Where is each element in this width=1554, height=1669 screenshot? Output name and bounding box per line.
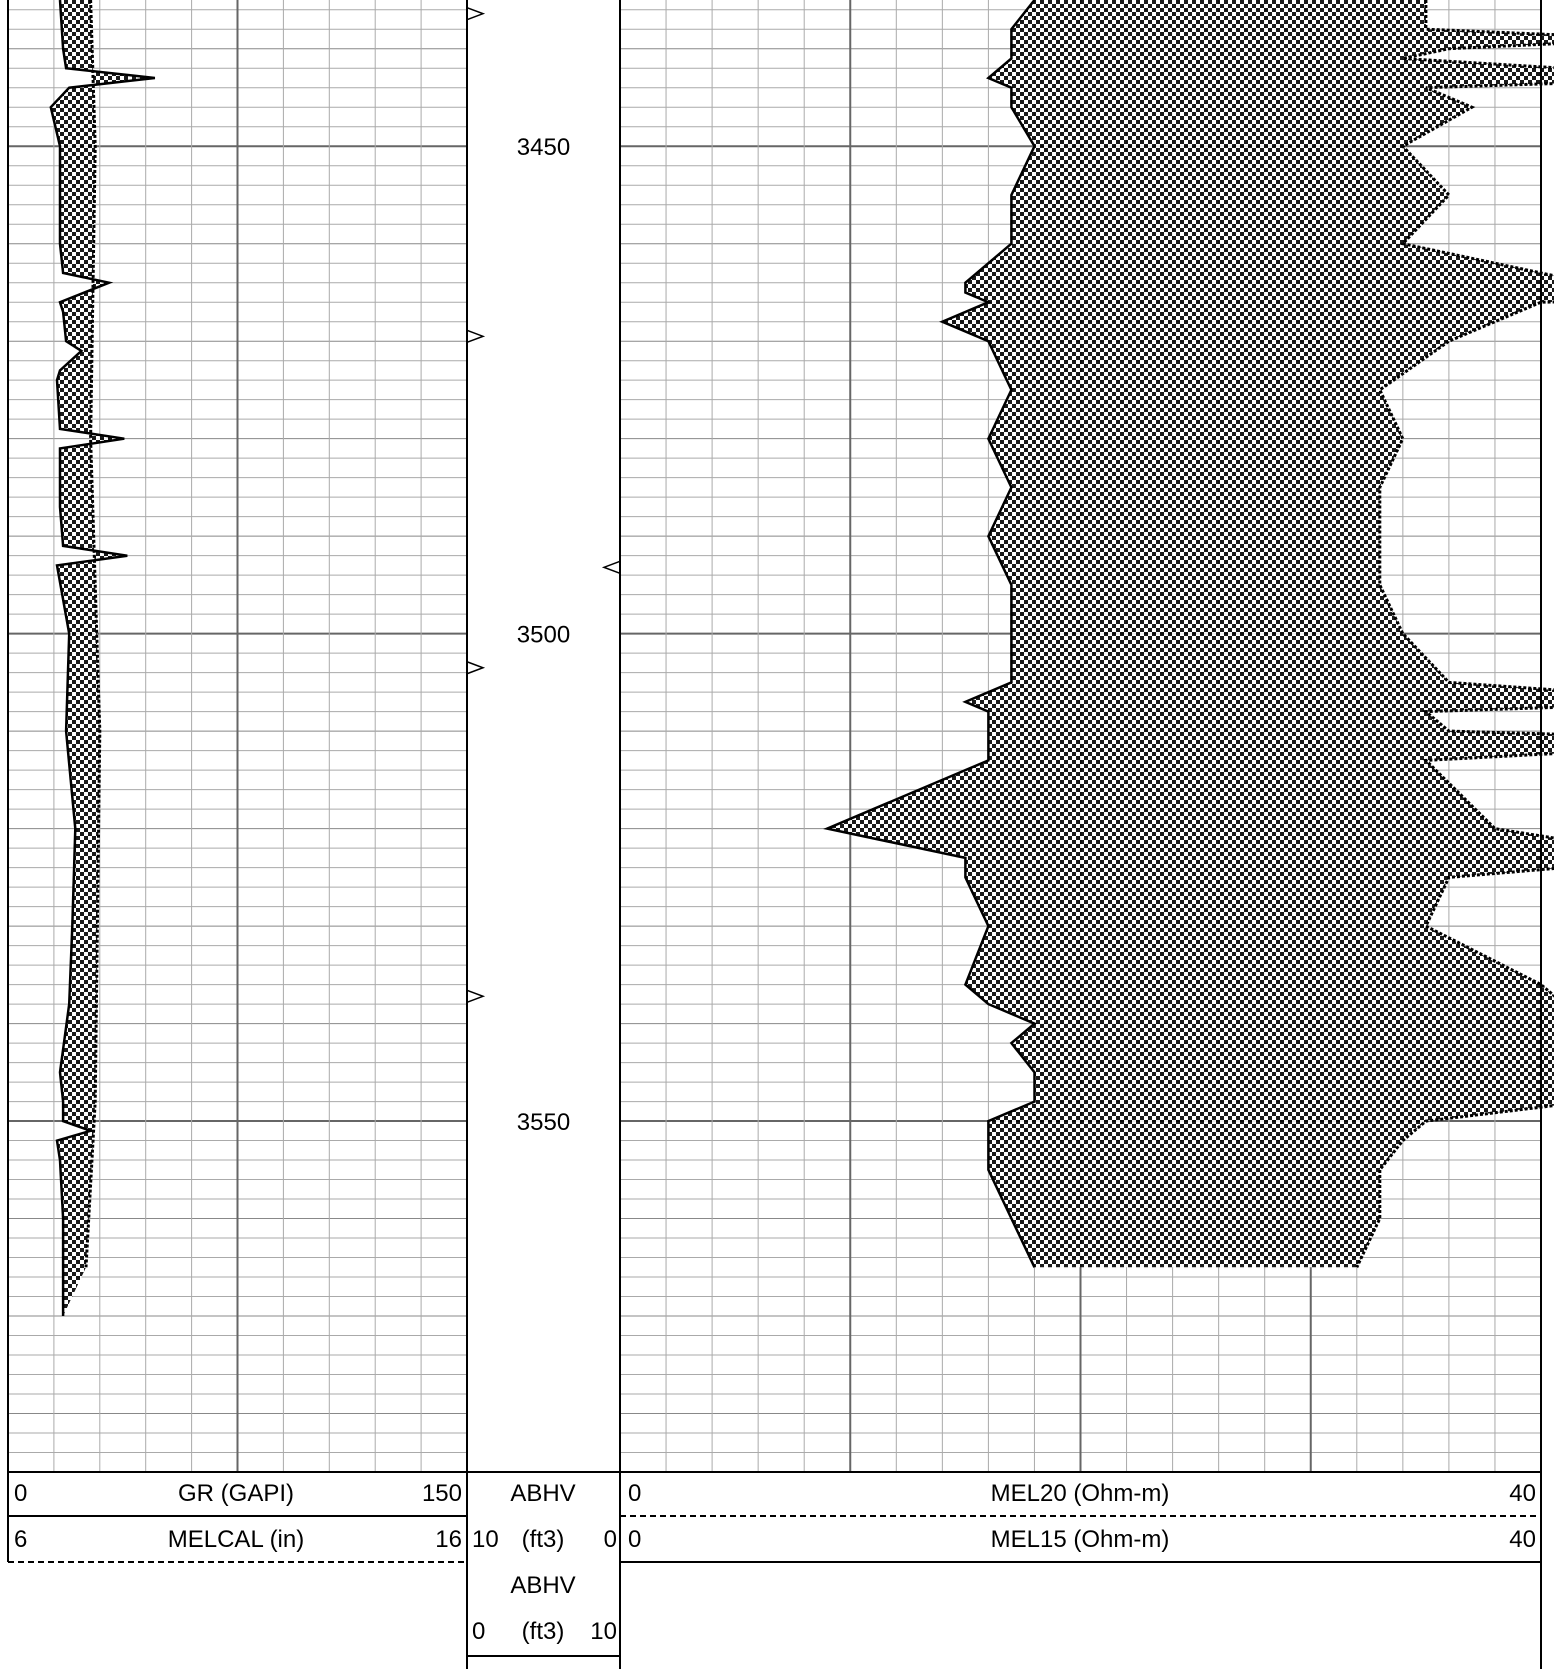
mel15-scale-min: 0: [628, 1526, 642, 1553]
abhv-1-name: ABHV: [510, 1480, 576, 1507]
mel20-scale-max: 40: [1509, 1480, 1536, 1507]
abhv-1-unit: (ft3): [521, 1526, 565, 1553]
abhv-1-left: 10: [472, 1526, 499, 1553]
mel15-curve-name: MEL15 (Ohm-m): [990, 1526, 1170, 1553]
gr-scale-min: 0: [14, 1480, 28, 1507]
gr-melcal-fill: [50, 0, 155, 1316]
melcal-curve: [84, 0, 102, 1268]
depth-track: 3450 3500 3550: [466, 6, 621, 1136]
mel15-mel20-fill: [827, 0, 1554, 1268]
depth-tick-marker: [601, 560, 621, 575]
abhv-1-right: 0: [603, 1526, 617, 1553]
depth-label-3500: 3500: [517, 622, 570, 649]
mel15-scale-max: 40: [1509, 1526, 1536, 1553]
abhv-2-right: 10: [590, 1618, 617, 1645]
abhv-2-name: ABHV: [510, 1572, 576, 1599]
melcal-scale-max: 16: [435, 1526, 462, 1553]
melcal-curve-name: MELCAL (in): [167, 1526, 305, 1553]
depth-tick-marker: [466, 6, 486, 21]
abhv-2-left: 0: [472, 1618, 486, 1645]
depth-label-3550: 3550: [517, 1109, 570, 1136]
depth-label-3450: 3450: [517, 134, 570, 161]
depth-tick-marker: [466, 989, 486, 1003]
depth-tick-marker: [466, 661, 486, 675]
abhv-2-unit: (ft3): [521, 1618, 565, 1645]
mel20-curve-name: MEL20 (Ohm-m): [990, 1480, 1170, 1507]
track-frame: [7, 0, 1542, 1669]
mel15-curve: [823, 0, 1037, 1268]
gr-curve: [49, 0, 156, 1316]
depth-tick-marker: [466, 329, 486, 344]
gr-scale-max: 150: [421, 1480, 462, 1507]
gr-curve-name: GR (GAPI): [177, 1480, 294, 1507]
mel20-scale-min: 0: [628, 1480, 642, 1507]
mel20-curve: [1355, 0, 1554, 1268]
melcal-scale-min: 6: [14, 1526, 28, 1553]
